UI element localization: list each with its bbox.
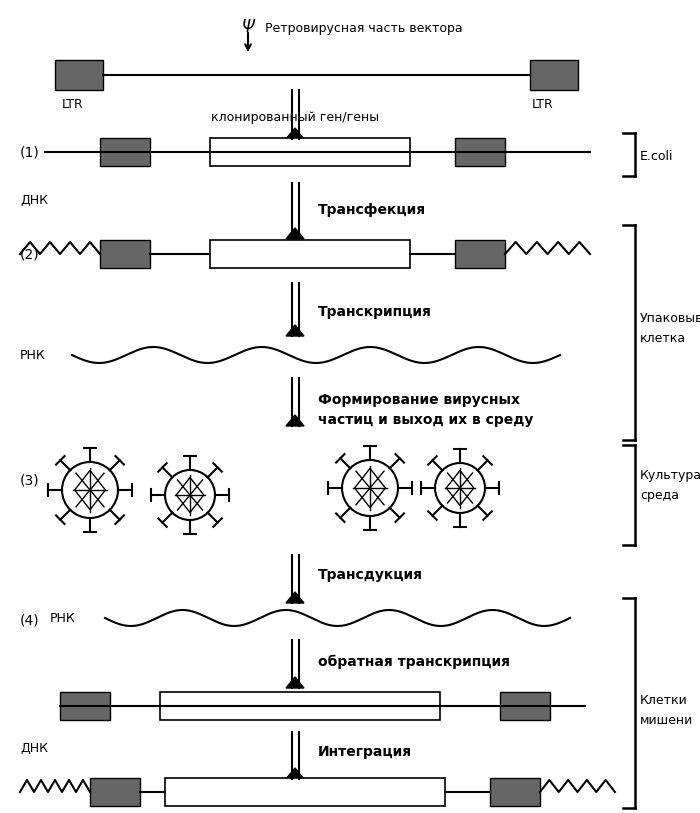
Polygon shape bbox=[286, 677, 304, 688]
Text: Трансфекция: Трансфекция bbox=[318, 203, 426, 217]
Text: Интеграция: Интеграция bbox=[318, 745, 412, 759]
Text: Ретровирусная часть вектора: Ретровирусная часть вектора bbox=[265, 22, 463, 35]
Circle shape bbox=[165, 470, 215, 520]
Bar bbox=[90, 778, 140, 806]
Bar bbox=[55, 60, 103, 90]
Text: (3): (3) bbox=[20, 473, 40, 487]
Text: Упаковывающая: Упаковывающая bbox=[640, 311, 700, 324]
Text: Культуральная: Культуральная bbox=[640, 468, 700, 481]
Text: Ψ: Ψ bbox=[241, 18, 255, 36]
Polygon shape bbox=[286, 128, 304, 139]
Text: ДНК: ДНК bbox=[20, 741, 48, 754]
Text: РНК: РНК bbox=[20, 349, 46, 362]
Bar bbox=[160, 692, 440, 720]
Text: LTR: LTR bbox=[62, 98, 84, 111]
Polygon shape bbox=[355, 468, 386, 507]
Text: РНК: РНК bbox=[50, 611, 76, 624]
Text: ДНК: ДНК bbox=[20, 193, 48, 207]
Polygon shape bbox=[75, 471, 106, 510]
Text: Формирование вирусных: Формирование вирусных bbox=[318, 393, 520, 407]
Text: частиц и выход их в среду: частиц и выход их в среду bbox=[318, 413, 533, 427]
Text: (1): (1) bbox=[20, 145, 40, 159]
Text: Транскрипция: Транскрипция bbox=[318, 305, 432, 319]
Bar bbox=[490, 778, 540, 806]
Bar bbox=[455, 138, 505, 166]
Text: E.coli: E.coli bbox=[640, 150, 673, 163]
Bar bbox=[210, 138, 410, 166]
Circle shape bbox=[62, 462, 118, 518]
Polygon shape bbox=[286, 228, 304, 239]
Text: мишени: мишени bbox=[640, 714, 693, 727]
Text: Клетки: Клетки bbox=[640, 693, 687, 706]
Polygon shape bbox=[176, 477, 204, 512]
Polygon shape bbox=[286, 415, 304, 426]
Polygon shape bbox=[286, 768, 304, 779]
Text: клетка: клетка bbox=[640, 332, 686, 345]
Polygon shape bbox=[286, 325, 304, 336]
Bar bbox=[60, 692, 110, 720]
Text: (4): (4) bbox=[20, 613, 40, 627]
Bar bbox=[100, 240, 150, 268]
Bar bbox=[165, 778, 445, 806]
Bar bbox=[530, 60, 578, 90]
Text: обратная транскрипция: обратная транскрипция bbox=[318, 654, 510, 669]
Text: (2): (2) bbox=[20, 247, 40, 261]
Text: клонированный ген/гены: клонированный ген/гены bbox=[211, 111, 379, 124]
Bar bbox=[455, 240, 505, 268]
Text: LTR: LTR bbox=[532, 98, 554, 111]
Bar bbox=[100, 138, 150, 166]
Text: Трансдукция: Трансдукция bbox=[318, 568, 423, 582]
Bar bbox=[210, 240, 410, 268]
Bar bbox=[500, 692, 550, 720]
Polygon shape bbox=[447, 471, 474, 506]
Polygon shape bbox=[286, 592, 304, 603]
Circle shape bbox=[342, 460, 398, 516]
Circle shape bbox=[435, 463, 485, 513]
Text: среда: среда bbox=[640, 489, 679, 502]
